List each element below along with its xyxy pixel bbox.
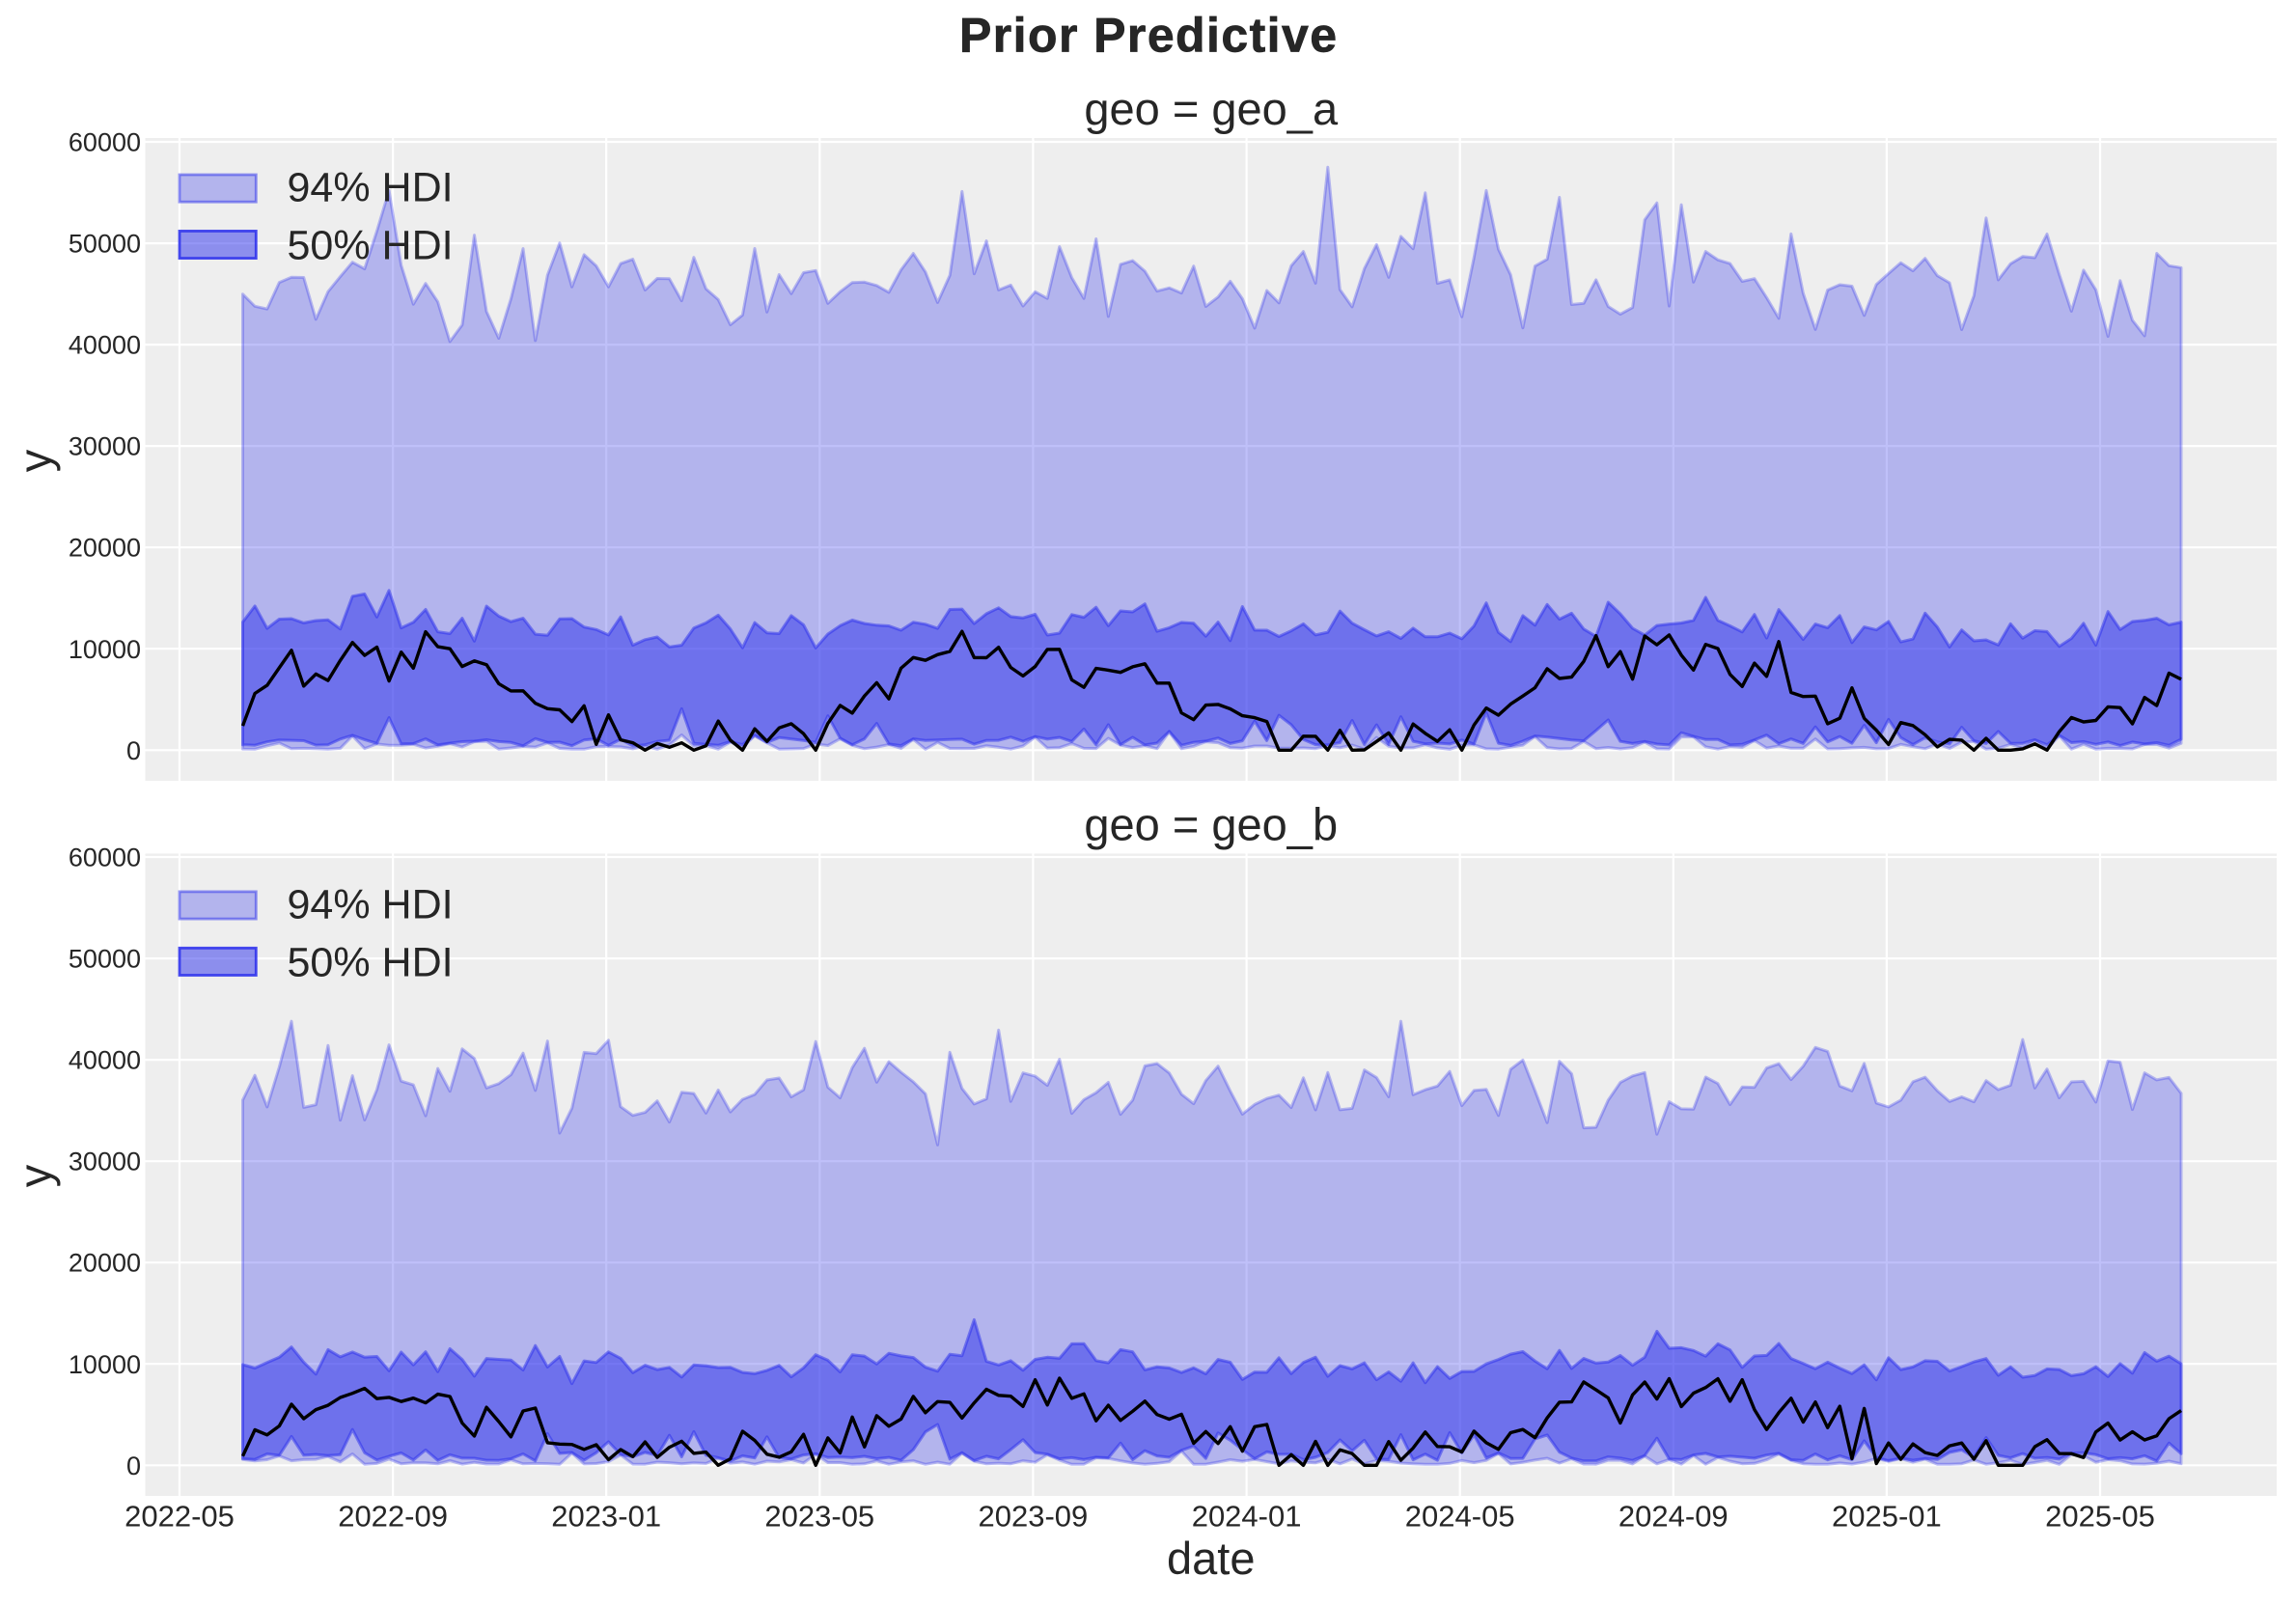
svg-text:20000: 20000 bbox=[69, 534, 141, 563]
svg-text:20000: 20000 bbox=[69, 1249, 141, 1278]
svg-text:2023-05: 2023-05 bbox=[764, 1500, 874, 1534]
svg-text:geo = geo_b: geo = geo_b bbox=[1084, 798, 1338, 849]
svg-text:2022-09: 2022-09 bbox=[338, 1500, 448, 1534]
svg-text:30000: 30000 bbox=[69, 1148, 141, 1176]
svg-text:94% HDI: 94% HDI bbox=[288, 881, 454, 927]
svg-text:50000: 50000 bbox=[69, 945, 141, 974]
svg-text:2024-01: 2024-01 bbox=[1192, 1500, 1302, 1534]
svg-text:2022-05: 2022-05 bbox=[124, 1500, 235, 1534]
svg-text:y: y bbox=[10, 449, 61, 472]
svg-text:2024-09: 2024-09 bbox=[1618, 1500, 1729, 1534]
svg-text:2023-09: 2023-09 bbox=[979, 1500, 1089, 1534]
svg-text:40000: 40000 bbox=[69, 1046, 141, 1075]
svg-text:10000: 10000 bbox=[69, 1350, 141, 1379]
svg-text:60000: 60000 bbox=[69, 128, 141, 157]
svg-text:2025-01: 2025-01 bbox=[1832, 1500, 1942, 1534]
svg-text:50% HDI: 50% HDI bbox=[288, 939, 454, 985]
svg-text:30000: 30000 bbox=[69, 432, 141, 461]
svg-text:0: 0 bbox=[126, 1452, 141, 1480]
svg-text:40000: 40000 bbox=[69, 331, 141, 360]
svg-text:date: date bbox=[1167, 1533, 1255, 1584]
svg-text:2025-05: 2025-05 bbox=[2045, 1500, 2155, 1534]
svg-text:10000: 10000 bbox=[69, 635, 141, 664]
svg-text:50000: 50000 bbox=[69, 230, 141, 259]
svg-text:50% HDI: 50% HDI bbox=[288, 222, 454, 268]
svg-text:0: 0 bbox=[126, 736, 141, 765]
svg-text:60000: 60000 bbox=[69, 843, 141, 872]
svg-text:94% HDI: 94% HDI bbox=[288, 165, 454, 211]
svg-text:2023-01: 2023-01 bbox=[551, 1500, 661, 1534]
svg-text:Prior Predictive: Prior Predictive bbox=[959, 9, 1337, 63]
svg-text:y: y bbox=[10, 1164, 61, 1187]
svg-text:geo = geo_a: geo = geo_a bbox=[1084, 83, 1339, 134]
svg-text:2024-05: 2024-05 bbox=[1405, 1500, 1515, 1534]
